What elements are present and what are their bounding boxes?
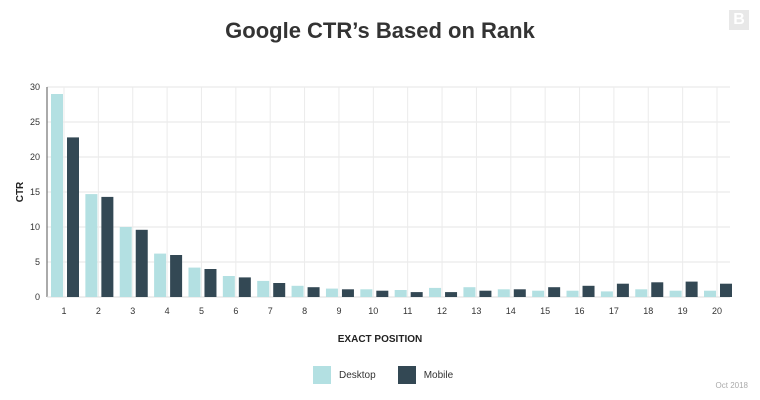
date-footer: Oct 2018 [715, 381, 748, 390]
y-tick-label: 25 [30, 117, 40, 127]
bar-mobile-17[interactable] [616, 283, 629, 297]
x-tick-label: 4 [165, 306, 170, 316]
legend-item-mobile[interactable]: Mobile [397, 366, 454, 384]
brand-logo: B [729, 10, 749, 30]
bar-mobile-11[interactable] [410, 292, 423, 297]
y-tick-label: 5 [35, 257, 40, 267]
bar-mobile-9[interactable] [341, 289, 354, 297]
bar-desktop-19[interactable] [669, 290, 682, 297]
bar-desktop-17[interactable] [600, 291, 613, 297]
x-tick-label: 13 [471, 306, 481, 316]
bar-mobile-10[interactable] [376, 290, 389, 297]
y-tick-label: 15 [30, 187, 40, 197]
x-tick-label: 11 [403, 306, 412, 316]
x-tick-label: 14 [506, 306, 516, 316]
bar-desktop-12[interactable] [429, 287, 442, 297]
x-tick-label: 3 [130, 306, 135, 316]
bar-mobile-7[interactable] [273, 283, 286, 297]
x-tick-label: 10 [368, 306, 378, 316]
bar-desktop-10[interactable] [360, 289, 373, 297]
bar-mobile-13[interactable] [479, 290, 492, 297]
bar-desktop-2[interactable] [85, 194, 98, 297]
bar-mobile-1[interactable] [67, 137, 79, 297]
x-tick-label: 15 [540, 306, 550, 316]
bar-mobile-3[interactable] [135, 229, 148, 297]
bar-mobile-18[interactable] [651, 282, 664, 297]
bar-mobile-16[interactable] [582, 285, 595, 297]
bar-desktop-9[interactable] [325, 288, 338, 297]
bar-desktop-4[interactable] [154, 253, 167, 297]
legend-label-desktop: Desktop [339, 369, 376, 381]
x-tick-label: 19 [678, 306, 688, 316]
bar-desktop-18[interactable] [635, 289, 648, 297]
x-tick-label: 20 [712, 306, 722, 316]
bar-desktop-3[interactable] [119, 227, 132, 297]
y-tick-label: 30 [30, 82, 40, 92]
bar-mobile-2[interactable] [101, 196, 114, 297]
bar-desktop-6[interactable] [222, 276, 235, 297]
chart-title: Google CTR’s Based on Rank [225, 18, 535, 43]
bar-desktop-8[interactable] [291, 285, 304, 297]
x-tick-label: 7 [268, 306, 273, 316]
x-tick-label: 6 [233, 306, 238, 316]
bar-desktop-11[interactable] [394, 290, 407, 297]
legend: Desktop Mobile [313, 366, 453, 384]
bar-mobile-5[interactable] [204, 269, 217, 297]
x-tick-label: 8 [302, 306, 307, 316]
bar-desktop-14[interactable] [497, 289, 510, 297]
bar-mobile-4[interactable] [170, 255, 183, 297]
y-tick-label: 20 [30, 152, 40, 162]
x-tick-label: 1 [61, 306, 66, 316]
x-tick-label: 16 [575, 306, 585, 316]
bar-mobile-8[interactable] [307, 287, 320, 297]
bar-mobile-19[interactable] [685, 281, 698, 297]
bar-desktop-16[interactable] [566, 290, 579, 297]
bar-desktop-5[interactable] [188, 267, 201, 297]
bar-mobile-15[interactable] [548, 287, 561, 297]
bar-mobile-20[interactable] [720, 283, 732, 297]
bar-desktop-15[interactable] [532, 290, 545, 297]
bar-mobile-14[interactable] [513, 289, 526, 297]
x-tick-label: 12 [437, 306, 447, 316]
y-tick-label: 10 [30, 222, 40, 232]
bar-desktop-7[interactable] [257, 280, 270, 297]
legend-swatch-desktop [313, 366, 331, 384]
x-tick-label: 2 [96, 306, 101, 316]
y-axis-label: CTR [15, 181, 26, 202]
bar-desktop-1[interactable] [51, 94, 63, 297]
x-tick-label: 9 [336, 306, 341, 316]
bar-mobile-12[interactable] [445, 292, 458, 297]
x-axis-label: EXACT POSITION [338, 334, 422, 345]
legend-swatch-mobile [397, 366, 416, 384]
legend-label-mobile: Mobile [423, 369, 454, 381]
bar-mobile-6[interactable] [238, 277, 251, 297]
bar-desktop-13[interactable] [463, 287, 476, 297]
x-tick-label: 18 [643, 306, 653, 316]
x-tick-label: 17 [609, 306, 619, 316]
x-tick-label: 5 [199, 306, 204, 316]
y-tick-label: 0 [35, 292, 40, 302]
bar-desktop-20[interactable] [704, 290, 716, 297]
legend-item-desktop[interactable]: Desktop [313, 366, 376, 384]
